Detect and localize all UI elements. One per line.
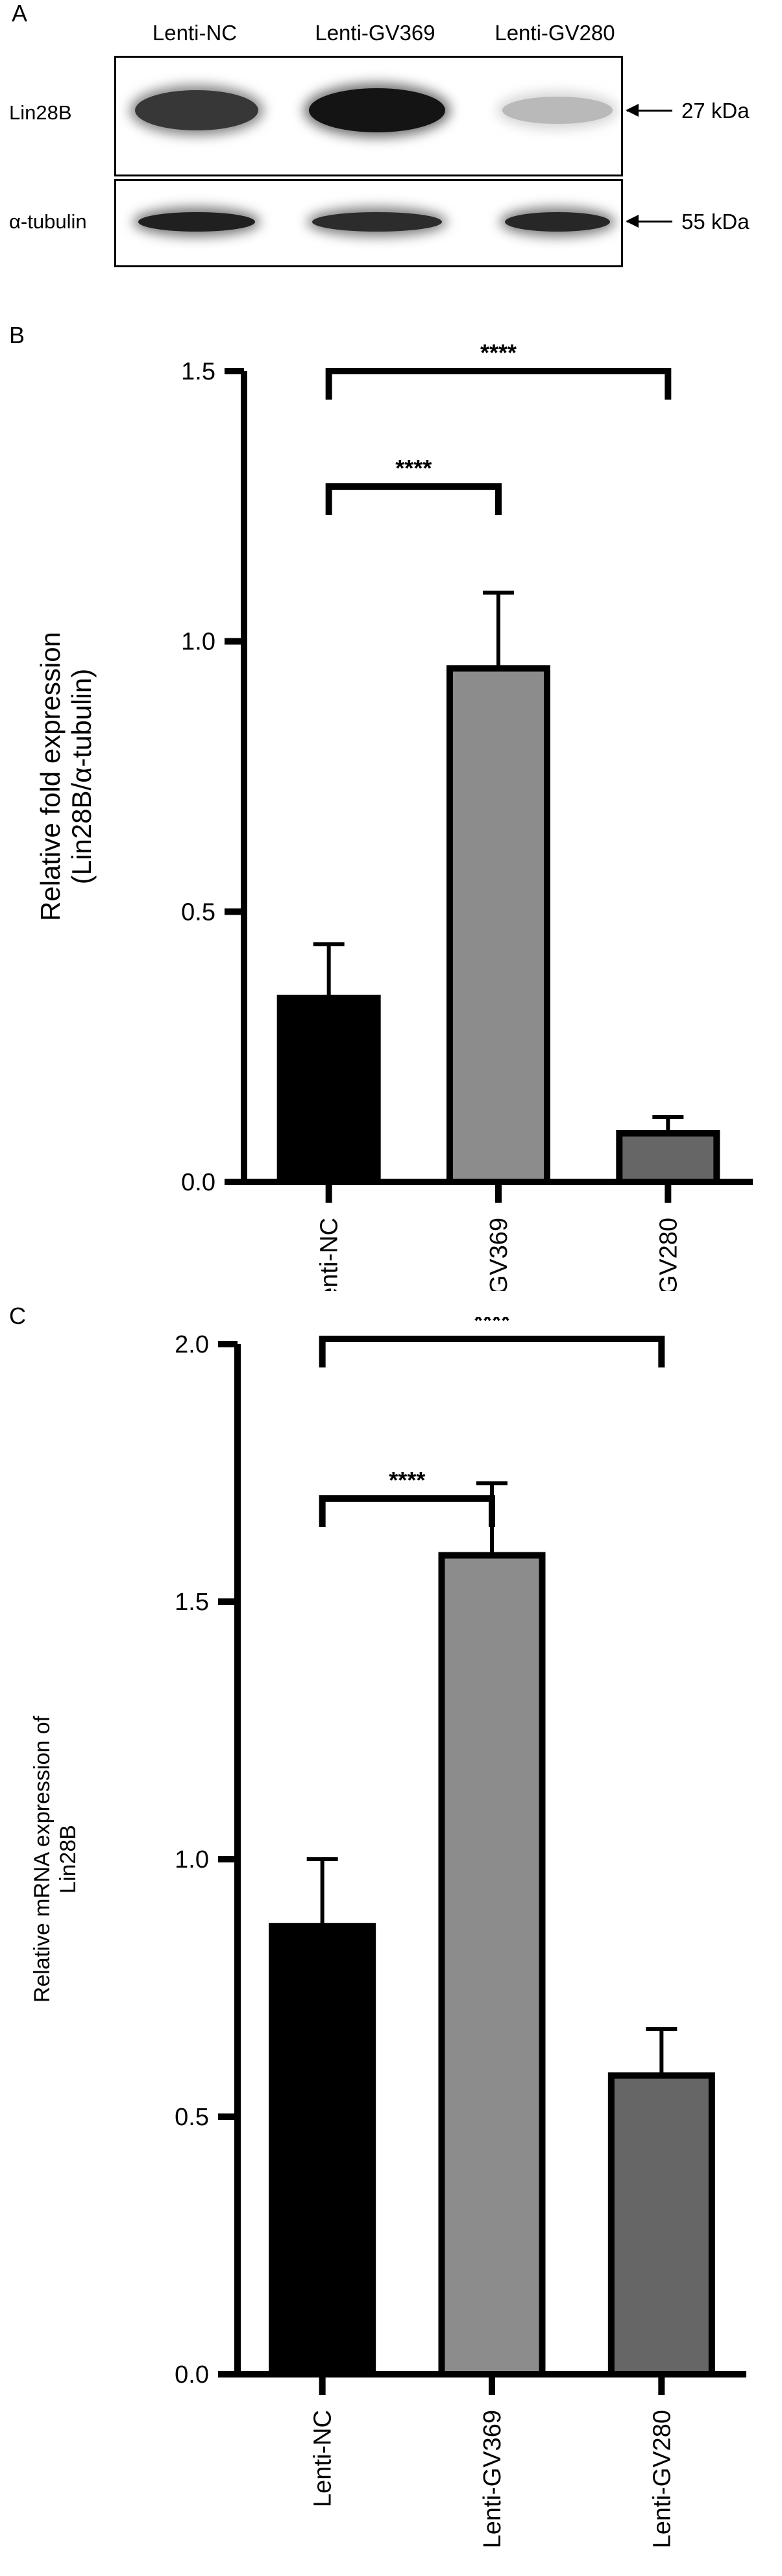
marker-55kda: 55 kDa — [681, 210, 750, 234]
bar-lenti-nc — [269, 1923, 376, 2377]
panel-c-letter: C — [9, 1303, 26, 1329]
band-tubulin-gv369 — [312, 212, 442, 232]
blot-row-label-tubulin: α-tubulin — [9, 210, 87, 233]
y-tick-label: 2.0 — [175, 1331, 209, 1358]
blot-row-label-lin28b: Lin28B — [9, 101, 72, 124]
band-lin28b-nc — [135, 90, 258, 131]
y-axis-label: (Lin28B/α-tubulin) — [66, 669, 97, 884]
y-tick-label: 1.0 — [181, 629, 215, 656]
significance-label: **** — [395, 455, 432, 481]
x-tick-label: Lenti-NC — [310, 2410, 337, 2507]
chart-panel-c: 0.0 0.5 1.0 1.5 2.0 Relative mRNA expression … — [30, 1317, 746, 2548]
x-tick-label: Lenti-GV369 — [485, 1218, 513, 1291]
blot-lin28b — [114, 56, 623, 176]
blot-tubulin — [114, 179, 623, 267]
bar-lenti-nc — [276, 994, 381, 1186]
y-axis-label: Relative fold expression — [35, 632, 66, 921]
band-tubulin-gv280 — [505, 212, 610, 232]
arrow-55kda — [626, 215, 672, 228]
significance-label: **** — [474, 1317, 510, 1334]
y-tick-label: 0.0 — [175, 2361, 209, 2389]
y-tick-label: 0.0 — [181, 1169, 215, 1196]
bar-lenti-gv369 — [438, 1552, 546, 2377]
x-tick-label: Lenti-NC — [316, 1218, 343, 1291]
y-tick-label: 1.5 — [175, 1589, 209, 1616]
significance-bracket — [319, 1336, 665, 1367]
significance-bracket — [319, 1495, 495, 1527]
band-lin28b-gv280 — [502, 96, 613, 125]
significance-label: **** — [480, 339, 517, 366]
arrow-27kda — [626, 104, 672, 117]
y-tick-label: 1.5 — [181, 358, 215, 385]
y-tick-label: 0.5 — [181, 898, 215, 926]
x-tick-label: Lenti-GV280 — [655, 1218, 682, 1291]
panel-a-letter: A — [12, 0, 28, 27]
y-tick-label: 0.5 — [175, 2104, 209, 2131]
chart-panel-b: 0.0 0.5 1.0 1.5 Relative fold expression (Lin… — [35, 339, 753, 1291]
blot-lane-label-gv280: Lenti-GV280 — [495, 21, 615, 45]
significance-bracket — [325, 368, 672, 400]
y-axis-label: Lin28B — [56, 1825, 80, 1894]
bar-lenti-gv280 — [616, 1130, 720, 1185]
x-tick-label: Lenti-GV280 — [648, 2410, 676, 2548]
x-tick-label: Lenti-GV369 — [479, 2410, 506, 2548]
bar-lenti-gv369 — [446, 665, 550, 1186]
marker-27kda: 27 kDa — [681, 99, 750, 123]
significance-label: **** — [389, 1467, 425, 1493]
y-axis-label: Relative mRNA expression of — [30, 1715, 55, 2003]
y-tick-label: 1.0 — [175, 1846, 209, 1873]
band-tubulin-nc — [138, 212, 256, 232]
significance-bracket — [325, 483, 502, 515]
panel-b-letter: B — [9, 322, 25, 348]
band-lin28b-gv369 — [309, 88, 445, 133]
blot-lane-label-nc: Lenti-NC — [152, 21, 238, 45]
bar-lenti-gv280 — [607, 2072, 715, 2377]
blot-lane-label-gv369: Lenti-GV369 — [315, 21, 435, 45]
